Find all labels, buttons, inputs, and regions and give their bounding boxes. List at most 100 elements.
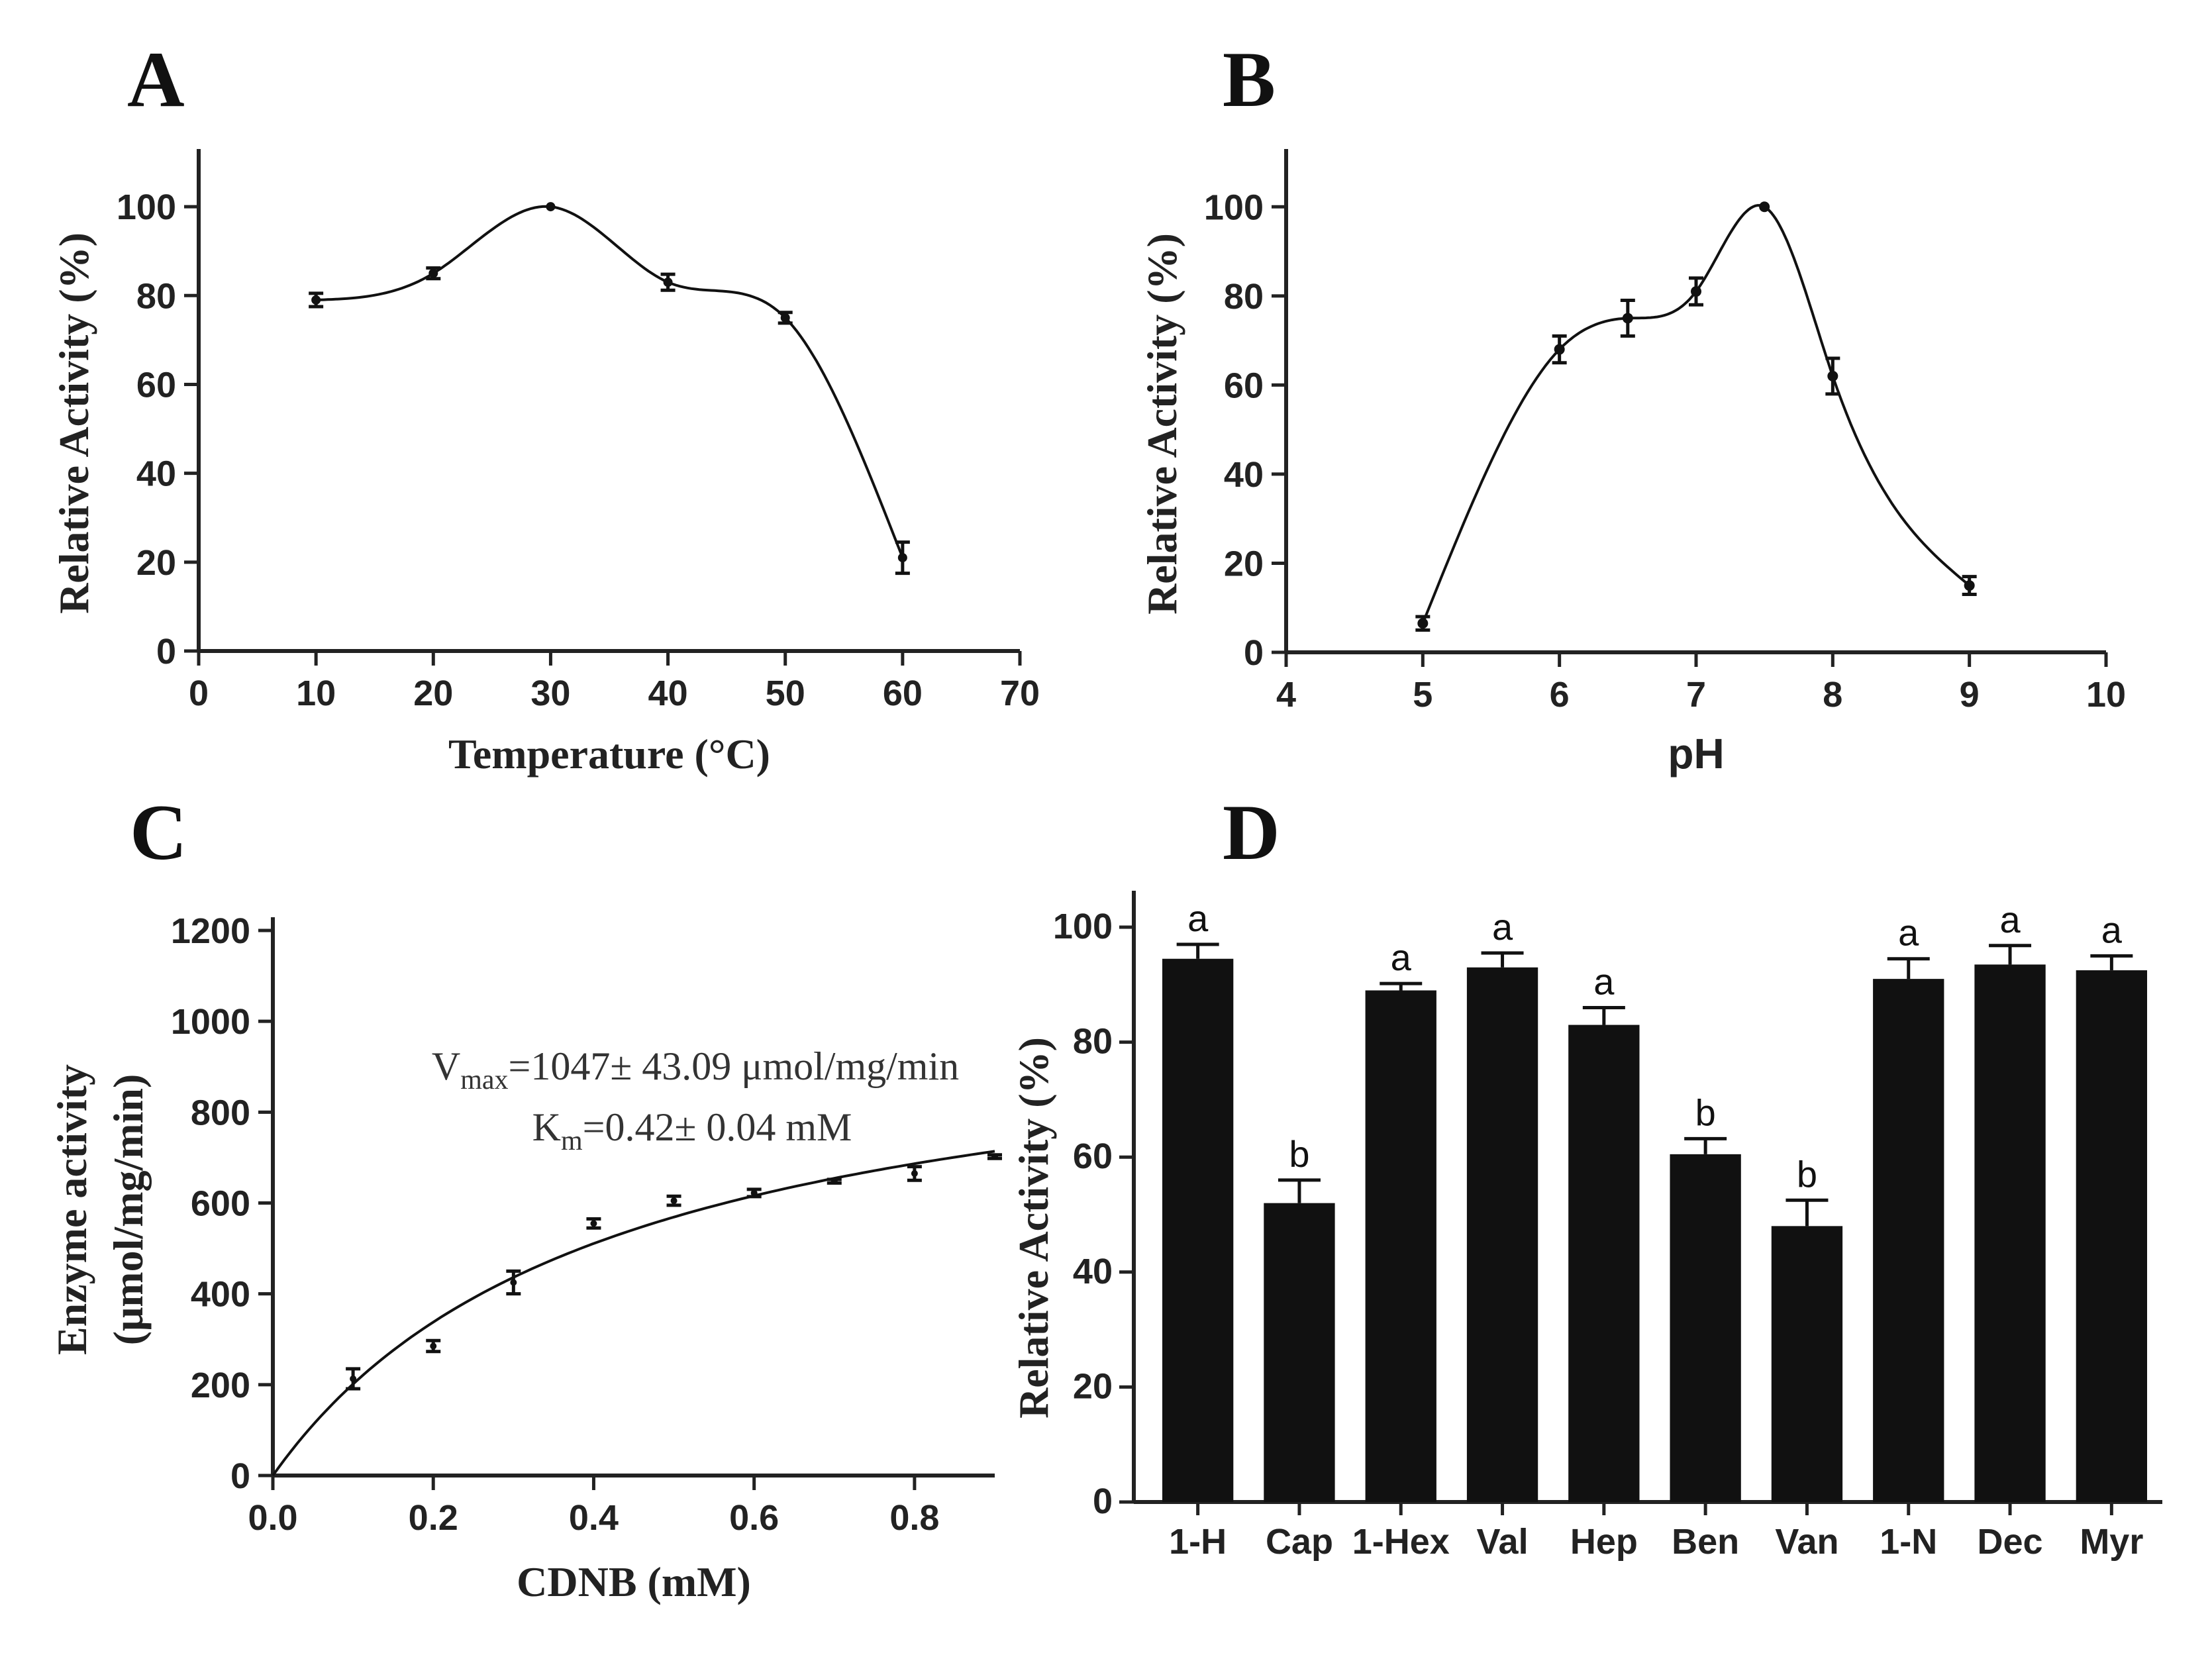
- annotation-vmax-text: =1047± 43.09 μmol/mg/min: [509, 1044, 960, 1088]
- bar-val: [1466, 967, 1538, 1502]
- data-point: [911, 1170, 918, 1177]
- data-point: [991, 1153, 998, 1160]
- series-line: [1421, 204, 1970, 625]
- y-tick-label: 0: [1244, 633, 1264, 673]
- data-point: [510, 1279, 517, 1286]
- panel-label-d: D: [1223, 788, 1280, 876]
- significance-letter: a: [1492, 906, 1513, 948]
- series-line: [316, 205, 904, 558]
- data-point: [1827, 370, 1838, 381]
- annotation-km-subscript: m: [561, 1126, 583, 1156]
- x-tick-label: 0.4: [569, 1498, 619, 1538]
- data-point: [350, 1375, 357, 1382]
- panel-label-c: C: [130, 788, 187, 876]
- annotation-km-symbol: K: [532, 1105, 561, 1149]
- chart-d: 0 20 40 60 80 100 a 1-H b Cap a 1-Hex a Val a Hep b Ben b V…: [1010, 891, 2162, 1562]
- data-point: [430, 1342, 437, 1350]
- y-tick-label: 800: [191, 1093, 250, 1132]
- annotation-km-text: =0.42± 0.04 mM: [583, 1105, 852, 1149]
- y-axis-title: Relative Activity (%): [1138, 233, 1185, 615]
- x-tick-label: 0.8: [889, 1498, 939, 1538]
- x-tick-label: 70: [1000, 674, 1040, 713]
- x-tick-label: 0.6: [729, 1498, 779, 1538]
- significance-letter: a: [1898, 912, 1919, 954]
- significance-letter: b: [1695, 1091, 1716, 1133]
- x-axis-title: CDNB (mM): [517, 1558, 751, 1605]
- bar-1-n: [1873, 979, 1944, 1502]
- data-point: [780, 313, 790, 323]
- panel-label-a: A: [127, 35, 185, 123]
- significance-letter: a: [1999, 899, 2021, 940]
- x-tick-label: 0: [189, 674, 209, 713]
- data-point: [311, 295, 321, 305]
- x-tick-label: 50: [766, 674, 805, 713]
- y-tick-label: 40: [136, 454, 176, 494]
- x-tick-label: 4: [1276, 675, 1296, 715]
- y-tick-label: 0: [1093, 1481, 1113, 1521]
- y-tick-label: 40: [1073, 1252, 1113, 1291]
- x-tick-label: 1-Hex: [1352, 1522, 1450, 1562]
- significance-letter: a: [1391, 936, 1412, 978]
- x-axis-title: Temperature (°C): [448, 730, 770, 777]
- x-tick-label: 60: [883, 674, 923, 713]
- x-tick-label: Dec: [1978, 1522, 2043, 1562]
- chart-c: 0 200 400 600 800 1000 1200 0.0 0.2 0.4 0.6 0.8 Vmax…: [48, 911, 1002, 1605]
- significance-letter: a: [1593, 961, 1615, 1003]
- x-tick-label: 8: [1823, 675, 1842, 715]
- x-tick-label: 9: [1960, 675, 1980, 715]
- data-point: [590, 1220, 597, 1227]
- bar-1-h: [1162, 958, 1234, 1502]
- y-tick-label: 100: [1204, 187, 1264, 227]
- annotation-vmax-subscript: max: [460, 1065, 508, 1095]
- fit-curve: [272, 1150, 995, 1477]
- bar-hep: [1568, 1025, 1640, 1502]
- x-tick-label: Hep: [1570, 1522, 1638, 1562]
- y-tick-label: 60: [136, 365, 176, 405]
- x-tick-label: Ben: [1672, 1522, 1739, 1562]
- bar-myr: [2076, 970, 2148, 1502]
- data-point: [897, 553, 907, 563]
- y-tick-label: 20: [136, 543, 176, 583]
- data-point: [670, 1197, 678, 1205]
- x-tick-label: 10: [296, 674, 336, 713]
- data-point: [1622, 313, 1633, 324]
- y-tick-label: 20: [1224, 544, 1264, 583]
- y-tick-label: 40: [1224, 455, 1264, 495]
- significance-letter: b: [1289, 1133, 1309, 1175]
- y-tick-label: 0: [230, 1456, 250, 1496]
- bar-cap: [1264, 1203, 1335, 1502]
- bar-van: [1771, 1226, 1843, 1502]
- x-tick-label: 0.0: [248, 1498, 297, 1538]
- y-tick-label: 200: [191, 1366, 250, 1405]
- panel-label-b: B: [1223, 35, 1276, 123]
- x-tick-label: Cap: [1266, 1522, 1333, 1562]
- y-tick-label: 0: [156, 632, 176, 672]
- y-tick-label: 80: [136, 276, 176, 316]
- y-tick-label: 400: [191, 1275, 250, 1315]
- y-tick-label: 1200: [171, 911, 250, 951]
- y-tick-label: 1000: [171, 1002, 250, 1042]
- significance-letter: a: [2101, 909, 2123, 950]
- data-point: [1691, 286, 1701, 297]
- x-tick-label: 1-H: [1169, 1522, 1227, 1562]
- data-point: [428, 268, 438, 278]
- annotation-km: Km=0.42± 0.04 mM: [532, 1105, 852, 1156]
- data-point: [1759, 201, 1770, 213]
- y-tick-label: 80: [1224, 277, 1264, 317]
- data-point: [1554, 344, 1565, 355]
- y-axis-title: Relative Activity (%): [1010, 1037, 1057, 1419]
- x-tick-label: Myr: [2080, 1522, 2143, 1562]
- y-axis-title: Enzyme activity: [48, 1064, 95, 1355]
- data-point: [830, 1177, 838, 1185]
- annotation-vmax: Vmax=1047± 43.09 μmol/mg/min: [432, 1044, 959, 1095]
- y-tick-label: 60: [1224, 366, 1264, 405]
- bar-1-hex: [1365, 990, 1436, 1502]
- y-tick-label: 20: [1073, 1366, 1113, 1406]
- y-tick-label: 600: [191, 1184, 250, 1224]
- x-tick-label: 5: [1413, 675, 1433, 715]
- significance-letter: b: [1797, 1153, 1817, 1195]
- x-tick-label: 6: [1550, 675, 1570, 715]
- y-axis-title: Relative Activity (%): [50, 232, 97, 614]
- x-tick-label: 20: [413, 674, 453, 713]
- annotation-vmax-symbol: V: [432, 1044, 460, 1088]
